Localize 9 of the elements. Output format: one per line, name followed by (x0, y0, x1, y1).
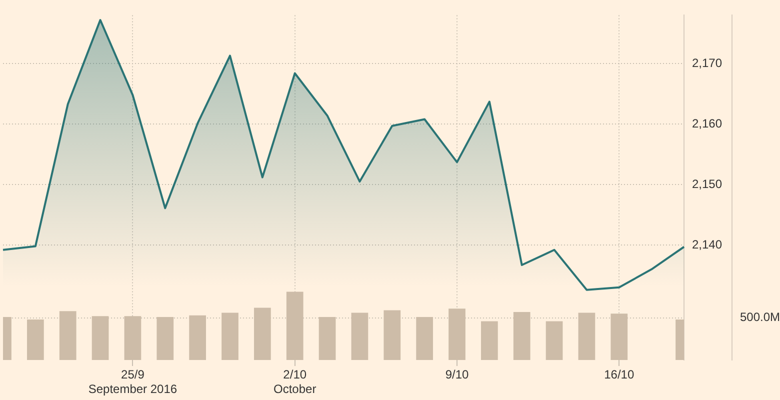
x-tick-label: 2/10 October (274, 368, 316, 396)
x-tick-label: 25/9 September 2016 (88, 368, 178, 396)
y-tick-label: 2,140 (692, 237, 722, 252)
y-tick-label: 2,160 (692, 116, 722, 130)
y-tick-label: 2,150 (692, 176, 722, 191)
y2-tick-label: 500.0M (740, 310, 780, 324)
x-tick-label: 16/10 (604, 368, 634, 382)
x-tick-label: 9/10 (445, 368, 469, 382)
y-tick-label: 2,170 (692, 56, 722, 70)
